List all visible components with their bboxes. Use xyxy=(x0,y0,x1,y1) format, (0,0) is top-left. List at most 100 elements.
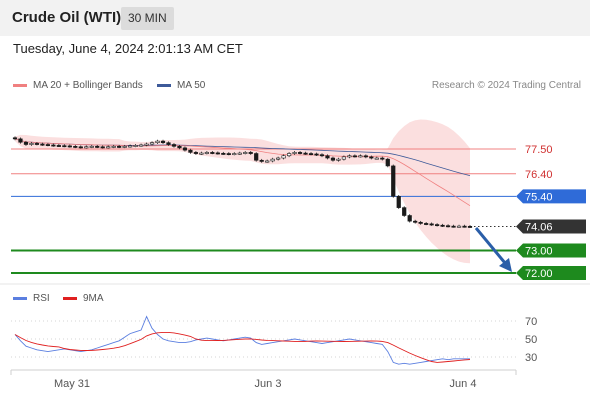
candle-body xyxy=(95,145,100,148)
candle-body xyxy=(100,146,105,149)
level-tag-text: 74.06 xyxy=(525,222,553,234)
level-tag-background xyxy=(516,219,586,234)
candle-body xyxy=(111,145,116,148)
candle-body xyxy=(122,145,127,148)
ma50-label: MA 50 xyxy=(177,80,206,91)
candle-body xyxy=(243,152,248,154)
candle-body xyxy=(303,152,308,155)
rsi-line xyxy=(14,315,470,365)
candle-body xyxy=(286,153,292,157)
timeframe-button[interactable]: 30 MIN xyxy=(121,7,174,30)
candlesticks xyxy=(12,136,473,228)
candle-body xyxy=(62,145,67,148)
candle-body xyxy=(67,145,72,148)
candle-body xyxy=(369,156,374,159)
candle-body xyxy=(204,152,209,154)
candle-body xyxy=(237,152,242,155)
candle-body xyxy=(12,137,18,140)
candle-body xyxy=(89,145,94,148)
candle-body xyxy=(435,224,440,227)
level-tag-pivot: 75.40 xyxy=(516,189,586,204)
header-bar: Crude Oil (WTI) 30 MIN xyxy=(0,0,590,36)
rsi-label: RSI xyxy=(33,293,50,304)
candle-body xyxy=(177,145,182,149)
candle-body xyxy=(292,152,297,154)
candle-body xyxy=(440,224,445,227)
instrument-title: Crude Oil (WTI) xyxy=(12,9,122,26)
candle-body xyxy=(265,160,270,163)
candle-body xyxy=(380,157,385,160)
candle-body xyxy=(155,140,160,143)
candle-body xyxy=(341,156,347,160)
candle-body xyxy=(51,144,56,147)
copyright-text: Research © 2024 Trading Central xyxy=(431,80,581,91)
candle-body xyxy=(363,155,368,158)
candle-body xyxy=(413,220,418,223)
candle-body xyxy=(391,165,396,197)
level-tag-text: 76.40 xyxy=(525,169,553,181)
rsi-ma-label: 9MA xyxy=(83,293,104,304)
candle-body xyxy=(106,146,111,149)
candle-body xyxy=(319,154,325,157)
rsi-ma-line xyxy=(14,331,471,363)
candle-body xyxy=(314,153,319,156)
candle-body xyxy=(133,145,138,147)
candle-body xyxy=(18,138,23,143)
candle-body xyxy=(84,146,89,149)
candle-body xyxy=(254,153,259,161)
candle-body xyxy=(40,143,45,146)
level-tag-background xyxy=(516,189,586,204)
candle-body xyxy=(259,159,264,162)
level-tag-last-price: 74.06 xyxy=(516,219,586,234)
level-tags: 77.50 76.40 75.40 74.06 73.00 72.00 xyxy=(516,144,586,280)
bollinger-band-fill xyxy=(15,119,470,264)
level-tag-resistance: 77.50 xyxy=(525,144,553,156)
chart-datetime: Tuesday, June 4, 2024 2:01:13 AM CET xyxy=(13,41,243,56)
level-tag-resistance: 76.40 xyxy=(525,169,553,181)
candle-body xyxy=(308,153,314,156)
candle-body xyxy=(385,158,390,167)
candle-body xyxy=(429,223,434,226)
candle-body xyxy=(418,221,423,224)
level-tag-support: 73.00 xyxy=(516,243,586,258)
candle-body xyxy=(374,157,379,160)
legend-ma50: MA 50 xyxy=(157,80,205,91)
candle-body xyxy=(78,146,83,149)
candle-body xyxy=(29,143,34,145)
rsi-tick-label: 30 xyxy=(525,352,537,364)
candle-body xyxy=(347,155,352,158)
ma20-label: MA 20 + Bollinger Bands xyxy=(33,80,143,91)
candle-body xyxy=(45,144,50,146)
candle-body xyxy=(407,215,412,222)
candle-body xyxy=(358,155,363,158)
candle-body xyxy=(330,157,336,161)
level-lines xyxy=(11,148,516,274)
x-axis-label-jun4: Jun 4 xyxy=(450,378,477,390)
candle-body xyxy=(23,141,29,145)
ma20-line xyxy=(14,138,471,207)
candle-body xyxy=(445,225,451,228)
candle-body xyxy=(232,153,237,156)
legend-ma20: MA 20 + Bollinger Bands xyxy=(13,80,143,91)
level-tag-text: 75.40 xyxy=(525,191,553,203)
candle-body xyxy=(160,140,166,143)
candle-body xyxy=(467,226,473,228)
candle-body xyxy=(270,158,275,162)
candle-body xyxy=(221,152,226,155)
candle-body xyxy=(117,145,122,148)
x-axis-label-may31: May 31 xyxy=(54,378,90,390)
candle-body xyxy=(297,152,303,154)
level-tag-text: 77.50 xyxy=(525,144,553,156)
forecast-arrow-shaft xyxy=(474,227,507,264)
candle-body xyxy=(281,155,286,159)
candle-body xyxy=(462,225,467,228)
candle-body xyxy=(34,143,40,145)
candle-body xyxy=(188,149,193,153)
rsi-tick-label: 70 xyxy=(525,316,537,328)
candle-body xyxy=(73,145,78,148)
candle-body xyxy=(336,158,341,161)
candle-body xyxy=(215,152,220,155)
candle-body xyxy=(182,147,188,151)
level-tag-text: 72.00 xyxy=(525,268,553,280)
